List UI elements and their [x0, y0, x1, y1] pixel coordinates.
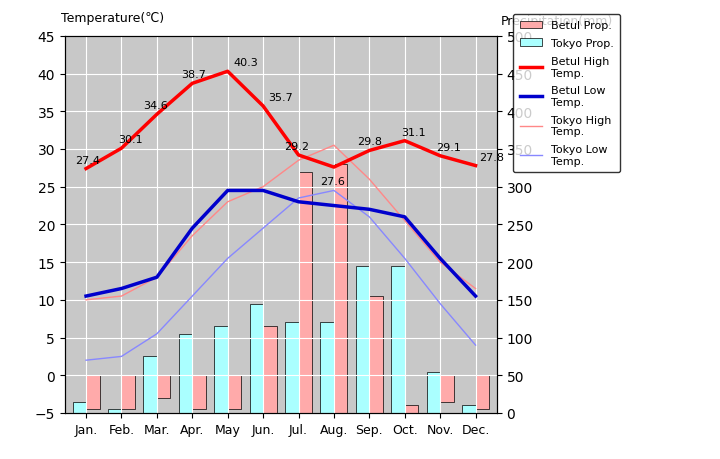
Bar: [475, 375, 489, 409]
Bar: [157, 375, 171, 398]
Text: 38.7: 38.7: [181, 70, 207, 80]
Bar: [86, 375, 99, 409]
Text: 29.8: 29.8: [357, 137, 382, 147]
Bar: [440, 375, 454, 402]
Text: 35.7: 35.7: [269, 93, 293, 103]
Bar: [143, 357, 157, 413]
Bar: [320, 323, 334, 413]
Text: 27.8: 27.8: [479, 152, 504, 162]
Legend: Betul Prop., Tokyo Prop., Betul High
Temp., Betul Low
Temp., Tokyo High
Temp., T: Betul Prop., Tokyo Prop., Betul High Tem…: [513, 15, 621, 173]
Bar: [228, 375, 241, 409]
Text: Temperature(℃): Temperature(℃): [61, 12, 164, 25]
Bar: [122, 375, 135, 409]
Bar: [334, 165, 347, 413]
Bar: [299, 172, 312, 413]
Bar: [391, 266, 405, 413]
Text: Precipitation(mm): Precipitation(mm): [500, 15, 613, 28]
Bar: [192, 375, 206, 409]
Bar: [427, 372, 440, 413]
Text: 34.6: 34.6: [143, 101, 168, 111]
Bar: [462, 406, 475, 413]
Bar: [73, 402, 86, 413]
Text: 29.2: 29.2: [284, 142, 310, 151]
Bar: [356, 266, 369, 413]
Bar: [285, 323, 299, 413]
Text: 29.1: 29.1: [436, 142, 462, 152]
Bar: [108, 409, 122, 413]
Text: 27.4: 27.4: [76, 155, 100, 165]
Text: 27.6: 27.6: [320, 176, 345, 186]
Bar: [263, 326, 276, 413]
Text: 30.1: 30.1: [118, 135, 143, 145]
Bar: [215, 326, 228, 413]
Bar: [369, 297, 383, 413]
Text: 31.1: 31.1: [401, 127, 426, 137]
Text: 40.3: 40.3: [233, 58, 258, 68]
Bar: [179, 334, 192, 413]
Bar: [250, 304, 263, 413]
Bar: [405, 406, 418, 413]
